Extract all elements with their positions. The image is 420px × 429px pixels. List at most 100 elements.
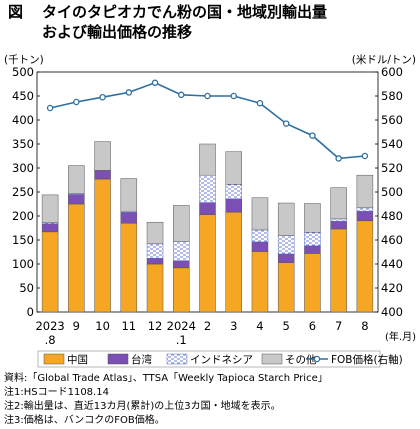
fob-price-point [46,104,54,112]
bar-segment-7 [225,198,242,213]
x-tick-label: 6 [309,319,316,333]
legend-swatch [43,353,65,365]
x-axis-ticks: 2023.8 9 10 11 12 2024.1 2 3 4 5 6 7 8 (年.月) [35,319,416,347]
x-tick-label: 11 [121,319,136,333]
bar-segment-indonesia [356,207,374,212]
y-left-tick-label: 100 [12,257,34,271]
bar-segment-11 [330,187,347,220]
bar-segment-indonesia [146,243,164,259]
fob-price-point [309,132,316,139]
bar-segment-indonesia [173,241,190,261]
notes: 資料:「Global Trade Atlas」、TTSA「Weekly Tapi… [4,372,328,428]
bar-segment-5 [173,205,190,242]
y-right-tick-label: 460 [381,233,403,247]
legend-label: インドネシア [190,354,253,366]
legend-label: FOB価格(右軸) [331,353,403,366]
bar-segment-11 [330,221,347,230]
x-tick-sublabel: .8 [45,333,56,347]
y-left-tick-label: 500 [12,65,34,79]
legend-label: その他 [285,353,317,366]
fob-price-point [335,155,342,162]
fob-price-point [361,152,369,160]
bar-segment-5 [173,260,190,269]
bar-segment-6 [199,214,216,313]
note-2: 注2:輸出量は、直近13カ月(累計)の上位3カ国・地域を表示。 [4,401,281,412]
x-tick-label: 2024 [167,319,196,333]
bar-segment-9 [277,253,295,263]
bar-segment-5 [173,267,190,313]
y-right-tick-label: 480 [381,209,403,223]
bar-segment-6 [199,202,216,215]
bar-segment-10 [304,203,321,233]
bar-segment-4 [146,263,164,313]
legend-swatch [107,353,129,365]
y-left-tick-label: 300 [12,161,34,175]
fob-price-line [46,79,369,162]
bar-segment-10 [304,253,321,313]
bar-segment-0 [41,231,59,313]
y-right-tick-label: 600 [381,65,403,79]
figure-title-line2: および輸出価格の推移 [42,23,193,41]
fob-price-point [73,98,80,106]
y-left-tick-label: 450 [12,89,34,103]
y-right-tick-label: 400 [381,305,403,319]
bar-segment-0 [41,223,59,233]
chart-axes: 0 50 100 150 200 250 300 350 400 450 500 400 420 440 4… [4,53,416,319]
bar-segment-8 [251,251,269,313]
x-tick-label: 12 [148,319,163,333]
note-3: 注3:価格は、バンコクのFOB価格。 [4,415,165,426]
figure-label: 図 [8,3,24,21]
fob-price-point [230,92,237,100]
y-right-tick-label: 540 [381,137,403,151]
y-left-tick-label: 0 [27,305,34,319]
bar-segment-11 [330,228,347,313]
bar-segment-indonesia [199,174,216,203]
x-tick-label: 3 [230,319,237,333]
x-tick-label: 5 [283,319,290,333]
y-left-tick-label: 200 [12,209,34,223]
bar-segment-indonesia [277,235,295,255]
bar-segment-3 [120,211,138,224]
legend-label: 台湾 [131,353,152,366]
bar-segment-6 [199,143,216,176]
bar-segment-indonesia [225,184,242,199]
x-tick-label: 10 [95,319,110,333]
x-axis-unit: (年.月) [385,330,416,343]
legend-marker-fob [313,355,321,363]
y-right-tick-label: 440 [381,257,403,271]
bar-segment-7 [225,211,242,313]
fob-price-point [99,93,106,101]
bar-segment-1 [68,194,85,205]
bar-segment-7 [225,151,242,185]
chart-bars [41,141,374,313]
source-note: 資料:「Global Trade Atlas」、TTSA「Weekly Tapi… [4,373,328,384]
export-chart: 0 50 100 150 200 250 300 350 400 450 500 400 420 440 4… [4,53,416,368]
y-right-tick-label: 580 [381,89,403,103]
bar-segment-8 [251,241,269,252]
bar-segment-4 [146,257,164,265]
y-left-tick-label: 150 [12,233,34,247]
x-tick-label: 4 [256,319,263,333]
y-left-tick-label: 350 [12,137,34,151]
y-left-tick-label: 50 [19,281,34,295]
chart-legend: 中国 台湾 インドネシア その他 FOB価格(右軸) [37,350,403,368]
fob-price-point [282,120,290,127]
legend-label: 中国 [67,353,88,366]
bar-segment-indonesia [330,218,347,222]
bar-segment-4 [146,221,164,245]
figure-title: 図タイのタピオカでん粉の国・地域別輸出量 および輸出価格の推移 [8,2,327,42]
bar-segment-indonesia [251,229,269,243]
y-right-tick-label: 520 [381,161,403,175]
x-tick-label: 7 [335,319,342,333]
bar-segment-indonesia [304,232,321,247]
y-right-tick-label: 560 [381,113,403,127]
fob-price-point [256,99,264,107]
bar-segment-12 [356,174,374,209]
note-1: 注1:HSコード1108.14 [4,387,109,398]
fob-price-point [125,89,133,96]
legend-swatch [166,353,188,365]
y-right-tick-label: 420 [381,281,403,295]
bar-segment-1 [68,165,85,194]
x-tick-label: 9 [73,319,80,333]
bar-segment-9 [277,262,295,313]
